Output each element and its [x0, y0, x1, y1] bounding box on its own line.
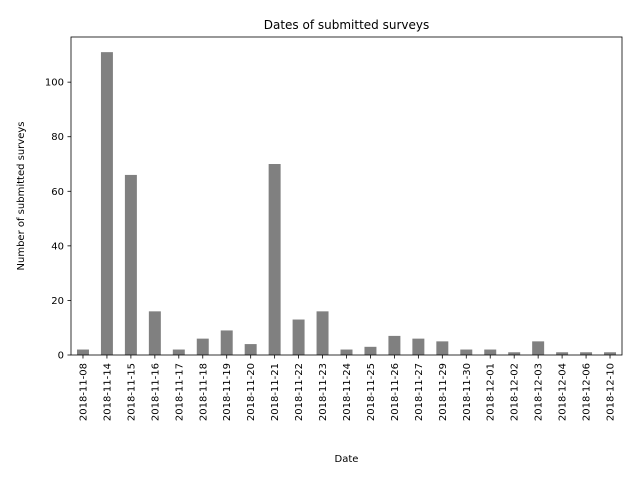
bar-2018-11-22	[292, 319, 305, 355]
bar-2018-11-21	[268, 164, 281, 355]
bar-2018-11-30	[460, 349, 473, 355]
x-tick-label: 2018-11-26	[390, 363, 401, 421]
bar-2018-12-02	[508, 352, 521, 355]
x-tick-label: 2018-11-14	[102, 363, 113, 421]
x-tick-label: 2018-12-01	[486, 363, 497, 421]
x-tick-label: 2018-12-02	[510, 363, 521, 421]
x-axis: 2018-11-08 2018-11-14 2018-11-15 2018-11-16…	[78, 355, 617, 421]
y-axis-label: Number of submitted surveys	[16, 122, 27, 271]
x-tick-label: 2018-11-19	[222, 363, 233, 421]
x-tick-label: 2018-11-20	[246, 363, 257, 421]
x-tick-label: 2018-11-30	[462, 363, 473, 421]
bar-2018-11-17	[172, 349, 185, 355]
bar-2018-11-19	[220, 330, 233, 355]
y-tick-label: 80	[51, 132, 64, 143]
bar-2018-11-25	[364, 346, 377, 355]
x-tick-label: 2018-12-03	[534, 363, 545, 421]
x-tick-label: 2018-11-22	[294, 363, 305, 421]
x-axis-label: Date	[335, 454, 359, 465]
x-tick-label: 2018-11-21	[270, 363, 281, 421]
bar-group	[76, 52, 617, 356]
bar-2018-11-27	[412, 338, 425, 355]
y-tick-label: 60	[51, 187, 64, 198]
chart-title: Dates of submitted surveys	[264, 18, 429, 32]
y-tick-label: 0	[58, 351, 64, 362]
bar-2018-11-26	[388, 335, 401, 355]
x-tick-label: 2018-11-25	[366, 363, 377, 421]
x-tick-label: 2018-12-06	[582, 363, 593, 421]
bar-2018-12-04	[556, 352, 569, 355]
x-tick-label: 2018-11-17	[174, 363, 185, 421]
x-tick-label: 2018-11-27	[414, 363, 425, 421]
bar-2018-11-08	[76, 349, 89, 355]
x-tick-label: 2018-11-23	[318, 363, 329, 421]
x-tick-label: 2018-12-04	[558, 363, 569, 421]
x-tick-label: 2018-11-18	[198, 363, 209, 421]
x-tick-label: 2018-11-24	[342, 363, 353, 421]
plot-frame	[70, 36, 623, 356]
bar-2018-12-06	[580, 352, 593, 355]
y-tick-label: 40	[51, 241, 64, 252]
x-tick-label: 2018-11-15	[126, 363, 137, 421]
y-tick-label: 100	[45, 78, 64, 89]
bar-2018-11-20	[244, 344, 257, 355]
bar-2018-11-14	[100, 52, 113, 356]
bar-2018-11-15	[124, 174, 137, 355]
bar-2018-12-10	[604, 352, 617, 355]
x-tick-label: 2018-11-16	[150, 363, 161, 421]
bar-2018-12-01	[484, 349, 497, 355]
bar-2018-11-18	[196, 338, 209, 355]
bar-2018-11-16	[148, 311, 161, 355]
y-axis: 0 20 40 60 80 100	[45, 78, 71, 362]
bar-2018-11-23	[316, 311, 329, 355]
x-tick-label: 2018-12-10	[606, 363, 617, 421]
bar-2018-11-29	[436, 341, 449, 355]
x-tick-label: 2018-11-08	[78, 363, 89, 421]
bar-2018-12-03	[532, 341, 545, 355]
bar-2018-11-24	[340, 349, 353, 355]
x-tick-label: 2018-11-29	[438, 363, 449, 421]
y-tick-label: 20	[51, 296, 64, 307]
